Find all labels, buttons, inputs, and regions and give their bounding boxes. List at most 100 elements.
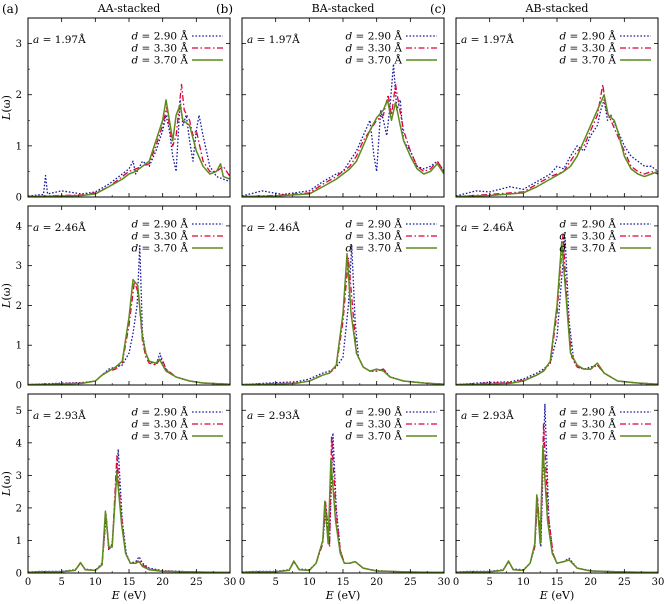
- series-line-2: [242, 252, 444, 385]
- legend-entry-0: d = 2.90 Å: [345, 217, 402, 231]
- series-line-0: [456, 99, 658, 197]
- x-tick-label: 0: [453, 577, 459, 588]
- series-line-2: [28, 99, 230, 197]
- curves: [242, 245, 444, 385]
- legend-entry-0: d = 2.90 Å: [559, 405, 616, 419]
- legend-entry-1: d = 3.30 Å: [131, 229, 188, 243]
- series-line-0: [28, 245, 230, 385]
- x-tick-label: 5: [272, 577, 278, 588]
- y-tick-label: 0: [16, 381, 22, 392]
- lattice-annotation: a = 2.93Å: [247, 408, 300, 422]
- x-tick-label: 5: [486, 577, 492, 588]
- y-tick-label: 5: [16, 406, 22, 417]
- x-tick-label: 30: [652, 577, 664, 588]
- legend-entry-2: d = 3.70 Å: [345, 241, 402, 255]
- legend-entry-0: d = 2.90 Å: [345, 405, 402, 419]
- x-tick-label: 15: [337, 577, 350, 588]
- series-line-2: [242, 458, 444, 573]
- x-tick-label: 10: [89, 577, 102, 588]
- series-line-2: [28, 471, 230, 573]
- panel-r0-c0: 0 1 2 3 a = 1.97Å d = 2.90 Åd = 3.30 Åd = 3.7…: [0, 17, 231, 204]
- y-tick-label: 1: [16, 141, 22, 152]
- series-line-0: [28, 448, 230, 573]
- lattice-annotation: a = 2.46Å: [247, 220, 300, 234]
- legend-entry-0: d = 2.90 Å: [559, 29, 616, 43]
- legend-entry-1: d = 3.30 Å: [345, 229, 402, 243]
- x-tick-label: 20: [156, 577, 169, 588]
- x-axis-label: E (eV): [539, 589, 575, 602]
- series-line-2: [456, 445, 658, 573]
- series-line-1: [242, 257, 444, 385]
- legend-entry-1: d = 3.30 Å: [131, 41, 188, 55]
- x-tick-label: 25: [618, 577, 631, 588]
- legend-entry-2: d = 3.70 Å: [345, 429, 402, 443]
- legend-entry-2: d = 3.70 Å: [345, 53, 402, 67]
- lattice-annotation: a = 1.97Å: [247, 32, 300, 46]
- panel-r1-c2: a = 2.46Å d = 2.90 Åd = 3.30 Åd = 3.70 Å: [455, 205, 659, 386]
- column-letter-2: (c): [430, 2, 446, 16]
- legend-entry-1: d = 3.30 Å: [559, 229, 616, 243]
- column-title-0: AA-stacked: [97, 2, 161, 15]
- y-tick-label: 2: [16, 301, 22, 312]
- legend-entry-0: d = 2.90 Å: [345, 29, 402, 43]
- series-line-0: [456, 403, 658, 573]
- x-tick-label: 25: [190, 577, 203, 588]
- y-axis-label: L(ω): [0, 283, 13, 309]
- x-tick-label: 30: [438, 577, 451, 588]
- series-line-2: [28, 278, 230, 385]
- column-title-1: BA-stacked: [312, 2, 375, 15]
- legend-entry-1: d = 3.30 Å: [131, 417, 188, 431]
- legend-entry-2: d = 3.70 Å: [131, 429, 188, 443]
- lattice-annotation: a = 2.46Å: [461, 220, 514, 234]
- legend-entry-0: d = 2.90 Å: [131, 29, 188, 43]
- x-tick-label: 15: [551, 577, 564, 588]
- lattice-annotation: a = 2.46Å: [33, 220, 86, 234]
- x-axis-label: E (eV): [111, 589, 147, 602]
- y-axis-label: L(ω): [0, 471, 13, 497]
- x-tick-label: 15: [123, 577, 136, 588]
- y-tick-label: 2: [16, 503, 22, 514]
- lattice-annotation: a = 1.97Å: [461, 32, 514, 46]
- panel-r1-c0: 0 1 2 3 4 a = 2.46Å d = 2.90 Åd = 3.30 Åd = 3.…: [0, 205, 231, 392]
- series-line-1: [456, 422, 658, 573]
- series-line-1: [242, 435, 444, 573]
- curves: [28, 245, 230, 385]
- y-tick-label: 3: [16, 39, 22, 50]
- curves: [456, 83, 658, 197]
- legend-entry-2: d = 3.70 Å: [559, 241, 616, 255]
- x-tick-label: 10: [303, 577, 316, 588]
- lattice-annotation: a = 2.93Å: [461, 408, 514, 422]
- legend-entry-1: d = 3.30 Å: [345, 41, 402, 55]
- y-tick-label: 1: [16, 536, 22, 547]
- series-line-2: [456, 93, 658, 197]
- y-axis-label: L(ω): [0, 95, 13, 121]
- y-tick-label: 0: [16, 569, 22, 580]
- series-line-0: [242, 245, 444, 385]
- x-tick-label: 30: [224, 577, 237, 588]
- column-letter-1: (b): [216, 2, 233, 16]
- y-tick-label: 4: [16, 221, 22, 232]
- panel-r0-c2: a = 1.97Å d = 2.90 Åd = 3.30 Åd = 3.70 Å: [455, 17, 659, 198]
- column-letter-0: (a): [2, 2, 19, 16]
- x-tick-label: 5: [58, 577, 64, 588]
- panel-r1-c1: a = 2.46Å d = 2.90 Åd = 3.30 Åd = 3.70 Å: [241, 205, 445, 386]
- legend-entry-0: d = 2.90 Å: [131, 405, 188, 419]
- curves: [456, 233, 658, 385]
- series-line-1: [28, 280, 230, 385]
- legend-entry-2: d = 3.70 Å: [131, 53, 188, 67]
- legend-entry-2: d = 3.70 Å: [131, 241, 188, 255]
- series-line-0: [242, 63, 444, 197]
- series-line-0: [28, 99, 230, 197]
- y-tick-label: 3: [16, 261, 22, 272]
- panel-r2-c1: 0 5 10 15 20 25 30 a = 2.93Å d = 2.90 Åd = 3.30 …: [239, 393, 451, 602]
- curves: [28, 83, 230, 197]
- legend-entry-1: d = 3.30 Å: [559, 41, 616, 55]
- panel-r0-c1: a = 1.97Å d = 2.90 Åd = 3.30 Åd = 3.70 Å: [241, 17, 445, 198]
- y-tick-label: 1: [16, 341, 22, 352]
- y-tick-label: 3: [16, 471, 22, 482]
- column-title-2: AB-stacked: [525, 2, 589, 15]
- legend-entry-0: d = 2.90 Å: [131, 217, 188, 231]
- x-tick-label: 20: [370, 577, 383, 588]
